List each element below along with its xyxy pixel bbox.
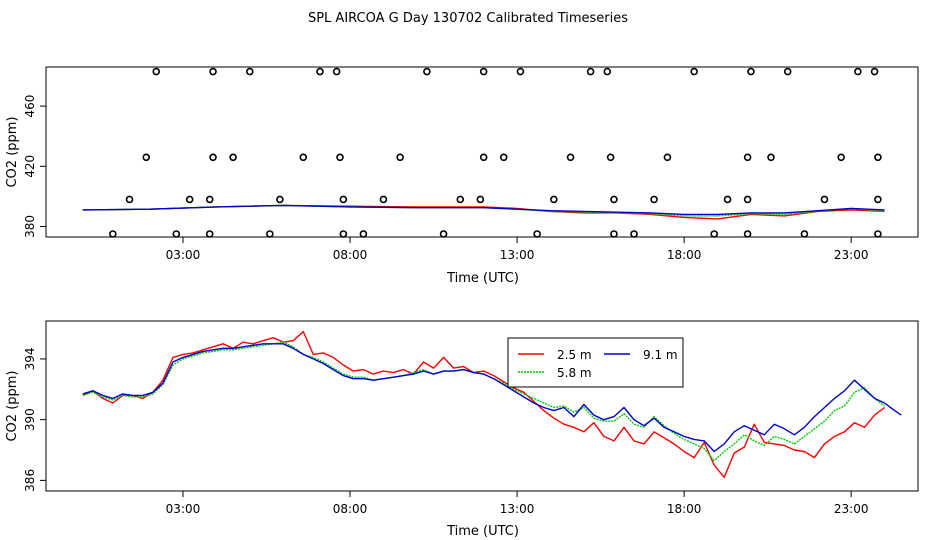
marker-point-38	[610, 195, 618, 204]
marker-point-23	[747, 67, 755, 76]
marker-point-35	[456, 195, 465, 204]
marker-point-2	[172, 230, 181, 238]
top-y-axis-label: CO2 (ppm)	[5, 116, 20, 187]
marker-point-14	[516, 67, 525, 76]
marker-point-16	[586, 67, 595, 76]
y-tick-label-bottom-2: 394	[23, 347, 37, 370]
marker-point-28	[874, 230, 882, 238]
marker-point-5	[246, 67, 254, 76]
marker-point-8	[332, 67, 341, 76]
marker-point-36	[476, 195, 485, 204]
marker-point-13	[479, 67, 488, 76]
marker-point-18	[610, 230, 618, 238]
y-tick-label-bottom-1: 390	[23, 408, 37, 431]
marker-point-11	[423, 67, 431, 76]
marker-point-22	[743, 230, 752, 238]
legend: 2.5 m 9.1 m 5.8 m	[507, 337, 684, 388]
marker-point-49	[396, 153, 404, 162]
legend-box	[507, 337, 684, 388]
top-panel: Time (UTC) CO2 (ppm) 03:00 08:00 13:00 18:0…	[5, 66, 919, 286]
x-tick-label-top-4: 23:00	[834, 248, 869, 262]
top-plot-frame	[45, 66, 919, 238]
marker-point-0	[109, 230, 117, 238]
marker-point-10	[359, 230, 368, 238]
marker-point-54	[663, 153, 672, 162]
marker-point-39	[650, 195, 658, 204]
x-tick-label-bottom-1: 08:00	[333, 502, 368, 516]
marker-point-15	[533, 230, 541, 238]
marker-point-20	[690, 67, 698, 76]
marker-point-56	[767, 153, 775, 162]
x-tick-label-bottom-4: 23:00	[834, 502, 869, 516]
marker-point-46	[229, 153, 237, 162]
marker-point-55	[743, 153, 752, 162]
series-line-top-58m	[82, 204, 885, 217]
series-line-top-91m	[82, 204, 885, 216]
marker-point-4	[209, 67, 217, 76]
marker-point-9	[339, 230, 348, 238]
marker-point-3	[205, 230, 214, 238]
y-tick-label-top-2: 460	[23, 95, 37, 118]
marker-point-57	[837, 153, 845, 162]
marker-point-45	[209, 153, 217, 162]
marker-point-19	[630, 230, 638, 238]
marker-point-34	[379, 195, 388, 204]
marker-point-7	[316, 67, 324, 76]
marker-point-6	[266, 230, 274, 238]
bottom-panel: Time (UTC) CO2 (ppm) 2.5 m 9.1 m 5.8 m 0…	[5, 320, 919, 539]
marker-point-48	[336, 153, 344, 162]
marker-point-33	[339, 195, 348, 204]
legend-label-9.1m: 9.1 m	[643, 348, 678, 362]
marker-point-58	[874, 153, 882, 162]
marker-point-24	[783, 67, 792, 76]
marker-point-52	[566, 153, 575, 162]
marker-point-50	[479, 153, 488, 162]
y-tick-label-top-1: 420	[23, 155, 37, 178]
y-tick-label-bottom-0: 386	[23, 469, 37, 492]
marker-point-41	[743, 195, 752, 204]
marker-point-47	[299, 153, 308, 162]
series-line-bottom-25m	[82, 330, 886, 478]
marker-point-42	[820, 195, 829, 204]
series-line-bottom-91m	[82, 343, 902, 453]
marker-point-30	[185, 195, 194, 204]
x-tick-label-bottom-2: 13:00	[500, 502, 535, 516]
top-x-axis-label: Time (UTC)	[446, 271, 519, 286]
x-tick-label-top-1: 08:00	[333, 248, 368, 262]
marker-point-1	[152, 67, 161, 76]
y-tick-label-top-0: 380	[23, 215, 37, 238]
bottom-plot-frame	[45, 320, 919, 492]
x-tick-label-bottom-3: 18:00	[667, 502, 702, 516]
bottom-x-axis-label: Time (UTC)	[446, 524, 519, 539]
marker-point-29	[125, 195, 134, 204]
marker-point-43	[874, 195, 882, 204]
marker-point-53	[606, 153, 615, 162]
x-tick-label-top-3: 18:00	[667, 248, 702, 262]
x-tick-label-top-2: 13:00	[500, 248, 535, 262]
x-tick-label-top-0: 03:00	[166, 248, 201, 262]
marker-point-31	[205, 195, 214, 204]
x-tick-label-bottom-0: 03:00	[166, 502, 201, 516]
marker-point-26	[854, 67, 862, 76]
legend-label-5.8m: 5.8 m	[557, 366, 592, 380]
marker-point-51	[499, 153, 508, 162]
chart-title: SPL AIRCOA G Day 130702 Calibrated Times…	[308, 11, 628, 26]
marker-point-32	[276, 195, 284, 204]
marker-point-44	[142, 153, 151, 162]
marker-point-21	[710, 230, 718, 238]
marker-point-17	[603, 67, 612, 76]
marker-point-25	[800, 230, 809, 238]
bottom-y-axis-label: CO2 (ppm)	[5, 370, 20, 441]
marker-point-37	[550, 195, 558, 204]
marker-point-12	[439, 230, 448, 238]
marker-point-27	[870, 67, 879, 76]
marker-point-40	[723, 195, 732, 204]
legend-label-2.5m: 2.5 m	[557, 348, 592, 362]
